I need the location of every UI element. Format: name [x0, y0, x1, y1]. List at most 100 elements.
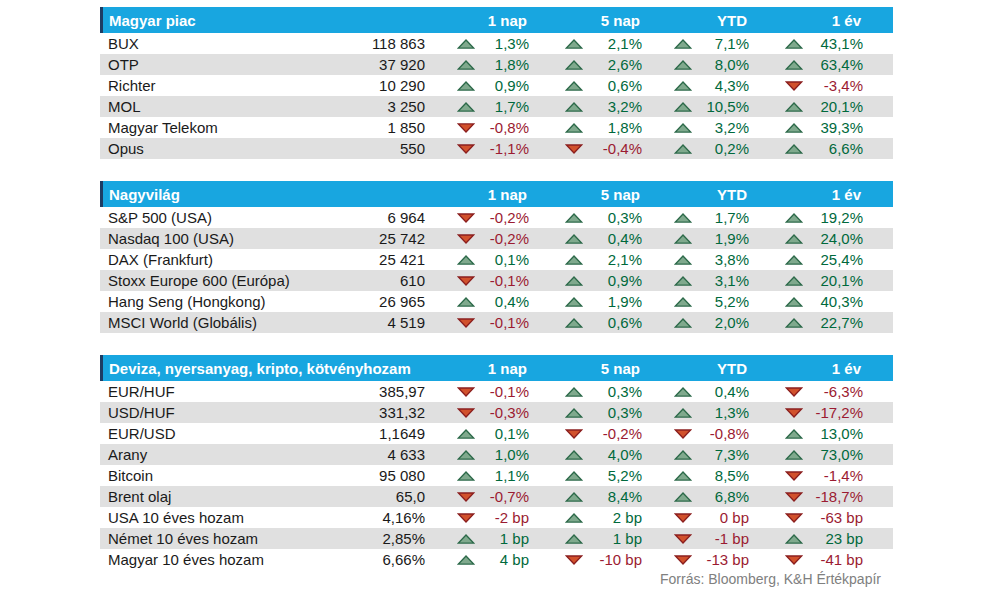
table-row: Nasdaq 100 (USA) 25 742 -0,2% 0,4% 1,9% …	[100, 228, 893, 249]
change-value: -0,8%	[700, 425, 749, 442]
change-value: 40,3%	[811, 293, 863, 310]
triangle-down-icon	[425, 491, 483, 503]
triangle-up-icon	[425, 428, 483, 440]
triangle-up-icon	[749, 101, 811, 113]
table-row: Brent olaj 65,0 -0,7% 8,4% 6,8% -18,7%	[100, 486, 893, 507]
triangle-up-icon	[642, 212, 700, 224]
asset-name: DAX (Frankfurt)	[100, 251, 315, 268]
table-row: Opus 550 -1,1% -0,4% 0,2% 6,6%	[100, 138, 893, 159]
triangle-up-icon	[642, 275, 700, 287]
change-value: 22,7%	[811, 314, 863, 331]
change-value: 6,6%	[811, 140, 863, 157]
triangle-up-icon	[749, 122, 811, 134]
triangle-up-icon	[529, 80, 591, 92]
change-value: 13,0%	[811, 425, 863, 442]
table-row: BUX 118 863 1,3% 2,1% 7,1% 43,1%	[100, 33, 893, 54]
section-title: Deviza, nyersanyag, kripto, kötvényhozam	[103, 360, 425, 377]
asset-name: Magyar Telekom	[100, 119, 315, 136]
change-value: 1,8%	[483, 56, 529, 73]
change-value: 19,2%	[811, 209, 863, 226]
section-header: Deviza, nyersanyag, kripto, kötvényhozam…	[100, 355, 893, 381]
change-value: -0,3%	[483, 404, 529, 421]
table-row: Magyar 10 éves hozam 6,66% 4 bp -10 bp -…	[100, 549, 893, 570]
change-value: 3,8%	[700, 251, 749, 268]
change-value: -0,2%	[483, 230, 529, 247]
asset-value: 4 633	[315, 446, 425, 463]
table-row: MSCI World (Globális) 4 519 -0,1% 0,6% 2…	[100, 312, 893, 333]
table-row: Magyar Telekom 1 850 -0,8% 1,8% 3,2% 39,…	[100, 117, 893, 138]
triangle-down-icon	[529, 554, 591, 566]
asset-name: Opus	[100, 140, 315, 157]
asset-value: 95 080	[315, 467, 425, 484]
table-row: Hang Seng (Hongkong) 26 965 0,4% 1,9% 5,…	[100, 291, 893, 312]
triangle-up-icon	[529, 233, 591, 245]
asset-value: 610	[315, 272, 425, 289]
triangle-up-icon	[749, 533, 811, 545]
triangle-up-icon	[749, 143, 811, 155]
asset-value: 3 250	[315, 98, 425, 115]
column-header: 1 év	[749, 12, 863, 29]
table-row: EUR/USD 1,1649 0,1% -0,2% -0,8% 13,0%	[100, 423, 893, 444]
change-value: -13 bp	[700, 551, 749, 568]
change-value: 63,4%	[811, 56, 863, 73]
change-value: 2,1%	[591, 35, 642, 52]
section-body: EUR/HUF 385,97 -0,1% 0,3% 0,4% -6,3% USD…	[100, 381, 893, 570]
asset-name: Magyar 10 éves hozam	[100, 551, 315, 568]
triangle-down-icon	[529, 143, 591, 155]
table-row: S&P 500 (USA) 6 964 -0,2% 0,3% 1,7% 19,2…	[100, 207, 893, 228]
triangle-down-icon	[425, 275, 483, 287]
asset-value: 331,32	[315, 404, 425, 421]
change-value: -63 bp	[811, 509, 863, 526]
column-header: 5 nap	[529, 360, 642, 377]
change-value: 43,1%	[811, 35, 863, 52]
table-row: MOL 3 250 1,7% 3,2% 10,5% 20,1%	[100, 96, 893, 117]
table-row: Arany 4 633 1,0% 4,0% 7,3% 73,0%	[100, 444, 893, 465]
asset-value: 4,16%	[315, 509, 425, 526]
change-value: 0,4%	[591, 230, 642, 247]
triangle-up-icon	[529, 512, 591, 524]
change-value: -41 bp	[811, 551, 863, 568]
change-value: 0,6%	[591, 314, 642, 331]
triangle-up-icon	[425, 554, 483, 566]
triangle-down-icon	[749, 491, 811, 503]
column-header: YTD	[642, 12, 749, 29]
change-value: -0,1%	[483, 272, 529, 289]
triangle-up-icon	[642, 143, 700, 155]
triangle-up-icon	[642, 101, 700, 113]
triangle-down-icon	[425, 386, 483, 398]
asset-value: 550	[315, 140, 425, 157]
change-value: -0,2%	[483, 209, 529, 226]
change-value: 2,0%	[700, 314, 749, 331]
change-value: -0,1%	[483, 314, 529, 331]
triangle-up-icon	[529, 470, 591, 482]
triangle-up-icon	[749, 449, 811, 461]
triangle-up-icon	[749, 275, 811, 287]
triangle-up-icon	[749, 212, 811, 224]
asset-value: 4 519	[315, 314, 425, 331]
triangle-up-icon	[749, 428, 811, 440]
asset-name: MSCI World (Globális)	[100, 314, 315, 331]
change-value: 0,1%	[483, 251, 529, 268]
change-value: 1 bp	[591, 530, 642, 547]
change-value: 3,2%	[700, 119, 749, 136]
triangle-up-icon	[749, 38, 811, 50]
change-value: 39,3%	[811, 119, 863, 136]
asset-value: 385,97	[315, 383, 425, 400]
asset-name: Bitcoin	[100, 467, 315, 484]
column-header: 1 nap	[425, 360, 529, 377]
section-body: BUX 118 863 1,3% 2,1% 7,1% 43,1% OTP 37 …	[100, 33, 893, 159]
asset-name: Richter	[100, 77, 315, 94]
change-value: 4 bp	[483, 551, 529, 568]
change-value: 25,4%	[811, 251, 863, 268]
table-row: OTP 37 920 1,8% 2,6% 8,0% 63,4%	[100, 54, 893, 75]
change-value: 1,9%	[700, 230, 749, 247]
change-value: 4,0%	[591, 446, 642, 463]
change-value: 8,0%	[700, 56, 749, 73]
change-value: 5,2%	[591, 467, 642, 484]
triangle-up-icon	[642, 233, 700, 245]
change-value: 3,1%	[700, 272, 749, 289]
change-value: -1,1%	[483, 140, 529, 157]
asset-value: 1,1649	[315, 425, 425, 442]
column-header: 5 nap	[529, 186, 642, 203]
triangle-down-icon	[425, 143, 483, 155]
